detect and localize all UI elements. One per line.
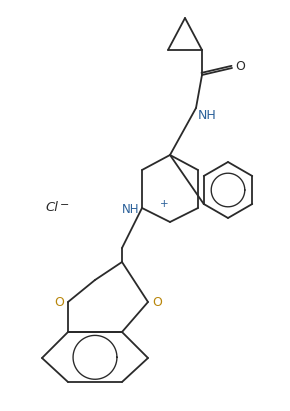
Text: Cl: Cl [45, 201, 58, 215]
Text: O: O [235, 60, 245, 74]
Text: −: − [60, 200, 69, 210]
Text: NH: NH [198, 109, 217, 122]
Text: +: + [160, 199, 168, 209]
Text: NH: NH [122, 203, 139, 217]
Text: O: O [54, 296, 64, 309]
Text: O: O [152, 296, 162, 309]
